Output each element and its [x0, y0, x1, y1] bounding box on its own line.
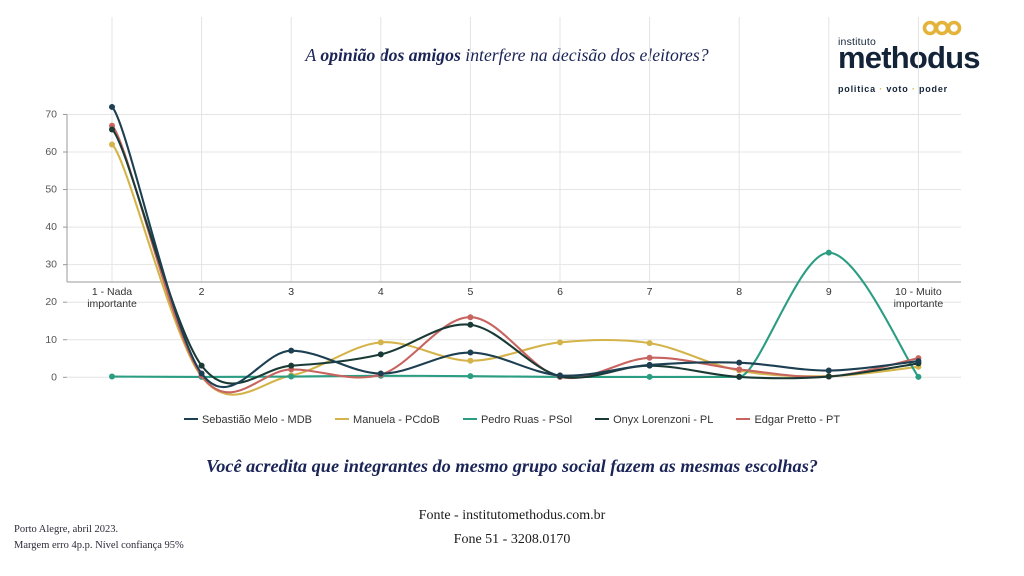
svg-text:importante: importante — [87, 298, 137, 310]
svg-text:10 - Muito: 10 - Muito — [895, 286, 942, 298]
svg-text:20: 20 — [45, 296, 57, 308]
svg-text:60: 60 — [45, 146, 57, 158]
svg-text:10: 10 — [45, 334, 57, 346]
svg-text:4: 4 — [378, 286, 384, 298]
svg-text:5: 5 — [467, 286, 473, 298]
svg-text:30: 30 — [45, 259, 57, 271]
svg-text:9: 9 — [826, 286, 832, 298]
svg-text:3: 3 — [288, 286, 294, 298]
svg-text:6: 6 — [557, 286, 563, 298]
svg-text:importante: importante — [894, 298, 944, 310]
svg-text:50: 50 — [45, 184, 57, 196]
svg-text:40: 40 — [45, 221, 57, 233]
svg-text:70: 70 — [45, 108, 57, 120]
svg-text:1 - Nada: 1 - Nada — [92, 286, 132, 298]
svg-text:8: 8 — [736, 286, 742, 298]
svg-text:2: 2 — [199, 286, 205, 298]
svg-text:0: 0 — [51, 371, 57, 383]
svg-text:7: 7 — [647, 286, 653, 298]
